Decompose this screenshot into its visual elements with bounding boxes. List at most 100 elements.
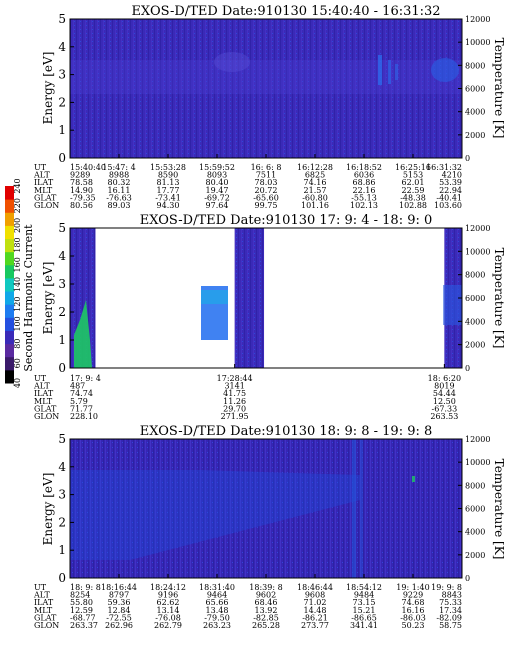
panel-2-ylabel-right: Temperature [K] — [492, 248, 505, 349]
panel-1-blob — [431, 58, 459, 82]
ytick-label: 3 — [58, 68, 66, 82]
ephemeris-ut: 19: 1:40 — [396, 583, 429, 592]
ytick-right-label: 4000 — [465, 528, 485, 537]
ytick-label: 4 — [58, 40, 66, 54]
panel-1: EXOS-D/TED Date:910130 15:40:40 - 16:31:… — [33, 4, 505, 210]
ytick-right-label: 0 — [465, 574, 470, 583]
ephemeris-value: 4210 — [442, 171, 462, 180]
ephemeris-value: 265.28 — [252, 621, 280, 630]
panel-2-data-segment — [234, 228, 265, 368]
ytick-right-label: 2000 — [465, 341, 485, 350]
ephemeris-value: 71.02 — [304, 598, 327, 607]
panel-3-yticks: 0 1 2 3 4 5 — [58, 432, 74, 585]
ephemeris-value: 8254 — [70, 591, 90, 600]
panel-3-ylabel: Energy [eV] — [41, 473, 55, 546]
colorbar-label: Second Harmonic Current — [22, 224, 35, 372]
ephemeris-value: -86.21 — [302, 613, 328, 622]
ephemeris-value: 3141 — [224, 382, 244, 391]
ytick-label: 3 — [58, 277, 66, 291]
ephemeris-value: 58.75 — [439, 621, 462, 630]
ephemeris-value: 273.77 — [301, 621, 329, 630]
ephemeris-value: 62.62 — [157, 598, 180, 607]
ephemeris-value: 263.37 — [70, 621, 98, 630]
panel-3: EXOS-D/TED Date:910130 18: 9: 8 - 19: 9:… — [33, 424, 505, 630]
ephemeris-value: 9196 — [158, 591, 178, 600]
colorbar-swatch — [5, 277, 14, 292]
ephemeris-value: 14.48 — [304, 606, 327, 615]
ephemeris-value: -65.60 — [253, 193, 279, 202]
ytick-right-label: 2000 — [465, 551, 485, 560]
colorbar-swatch — [5, 369, 14, 384]
ytick-label: 4 — [58, 460, 66, 474]
ephemeris-value: -76.63 — [106, 193, 132, 202]
ephemeris-value: 8988 — [109, 171, 129, 180]
ephemeris-ut: 16:31:32 — [426, 163, 462, 172]
ephemeris-value: 65.66 — [206, 598, 229, 607]
ephemeris-value: 74.68 — [402, 598, 425, 607]
ytick-label: 5 — [58, 221, 66, 235]
ephemeris-row-label: ALT — [33, 591, 50, 600]
ytick-right-label: 0 — [465, 364, 470, 373]
panel-1-yticks: 0 1 2 3 4 5 — [58, 12, 74, 165]
ephemeris-row-label: ALT — [33, 171, 50, 180]
colorbar-swatch — [5, 291, 14, 305]
ephemeris-ut: 16:12:28 — [297, 163, 333, 172]
ephemeris-value: 8797 — [109, 591, 129, 600]
ephemeris-value: 9608 — [305, 591, 325, 600]
colorbar-tick-label: 60 — [13, 358, 22, 368]
ephemeris-value: 80.40 — [206, 178, 229, 187]
panel-1-ylabel: Energy [eV] — [41, 52, 55, 125]
ephemeris-value: 55.80 — [70, 598, 93, 607]
ephemeris-ut: 15:47: 4 — [102, 163, 135, 172]
ephemeris-ut: 15:59:52 — [199, 163, 235, 172]
panel-1-ylabel-right: Temperature [K] — [492, 38, 505, 139]
ephemeris-value: -60.80 — [302, 193, 328, 202]
ephemeris-ut: 16:25:16 — [395, 163, 431, 172]
colorbar-tick-label: 40 — [13, 378, 22, 388]
ephemeris-value: -79.35 — [70, 193, 96, 202]
colorbar-tick-label: 140 — [13, 277, 22, 292]
ephemeris-value: -69.72 — [204, 193, 230, 202]
ephemeris-value: 228.10 — [70, 412, 98, 421]
ytick-label: 1 — [58, 123, 66, 137]
ephemeris-value: 22.94 — [439, 186, 462, 195]
ephemeris-value: 71.77 — [70, 404, 93, 413]
ephemeris-value: 13.92 — [255, 606, 278, 615]
ephemeris-ut: 18: 9: 8 — [70, 583, 101, 592]
ephemeris-ut: 16: 6: 8 — [251, 163, 282, 172]
ytick-label: 1 — [58, 543, 66, 557]
colorbar-swatches — [5, 186, 14, 384]
panel-3-streak — [352, 439, 356, 578]
panel-2: EXOS-D/TED Date:910130 17: 9: 4 - 18: 9:… — [33, 213, 505, 421]
ephemeris-value: -82.85 — [253, 613, 279, 622]
ytick-label: 2 — [58, 95, 66, 109]
ephemeris-row-label: UT — [34, 583, 47, 592]
panel-2-features — [74, 285, 462, 368]
ephemeris-row-label: GLON — [34, 412, 59, 421]
ephemeris-row-label: ILAT — [34, 389, 54, 398]
panel-2-plasma-glow — [201, 290, 228, 304]
ephemeris-value: 22.59 — [402, 186, 425, 195]
ephemeris-row-label: UT — [34, 374, 47, 383]
ephemeris-value: 78.03 — [255, 178, 278, 187]
ephemeris-value: 263.53 — [430, 412, 458, 421]
ephemeris-value: -86.65 — [351, 613, 377, 622]
ephemeris-ut: 18:31:40 — [199, 583, 235, 592]
ytick-right-label: 4000 — [465, 317, 485, 326]
ephemeris-ut: 18:24:12 — [150, 583, 186, 592]
ephemeris-value: 271.95 — [221, 412, 249, 421]
ephemeris-value: 12.59 — [70, 606, 93, 615]
panel-2-yticks: 0 1 2 3 4 5 — [58, 221, 74, 375]
ephemeris-value: 73.15 — [353, 598, 376, 607]
ephemeris-value: 8093 — [207, 171, 227, 180]
panel-3-title: EXOS-D/TED Date:910130 18: 9: 8 - 19: 9:… — [140, 424, 433, 439]
colorbar-swatch — [5, 264, 14, 279]
panel-2-yticks-right: 0 2000 4000 6000 8000 10000 12000 — [458, 224, 490, 373]
colorbar-swatch — [5, 330, 14, 345]
panel-1-streak — [378, 55, 382, 85]
ephemeris-ut: 18:16:44 — [101, 583, 137, 592]
ephemeris-value: 8843 — [442, 591, 462, 600]
ephemeris-value: 54.44 — [433, 389, 456, 398]
